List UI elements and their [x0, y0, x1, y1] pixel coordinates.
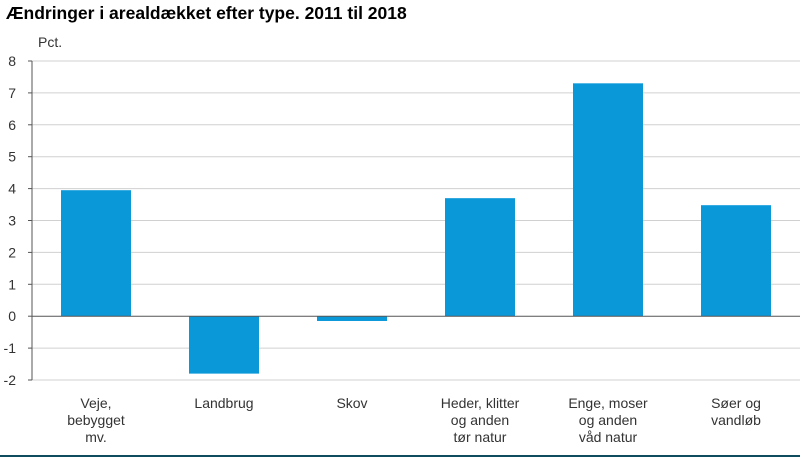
- y-tick-label: 2: [8, 244, 16, 260]
- y-tick-label: 0: [8, 308, 16, 324]
- y-tick-label: 8: [8, 53, 16, 69]
- axes: [0, 60, 800, 457]
- y-tick-label: 1: [8, 276, 16, 292]
- y-axis-unit-label: Pct.: [38, 34, 62, 50]
- chart-title: Ændringer i arealdækket efter type. 2011…: [6, 3, 407, 23]
- bars: [61, 83, 771, 374]
- gridlines: [32, 60, 800, 381]
- y-tick-label: -2: [4, 372, 17, 388]
- x-category-labels: Veje, bebygget mv. Landbrug Skov Heder, klitt…: [67, 395, 761, 445]
- y-tick-label: 6: [8, 117, 16, 133]
- y-tick-label: 3: [8, 213, 16, 229]
- y-tick-labels: -2 -1 0 1 2 3 4 5 6 7 8: [4, 53, 17, 388]
- bar: [317, 316, 387, 321]
- x-category-label: Veje, bebygget mv.: [67, 395, 125, 445]
- x-category-label: Skov: [336, 395, 367, 411]
- x-category-label: Heder, klitter og anden tør natur: [441, 395, 520, 445]
- bar: [445, 198, 515, 317]
- x-category-label: Søer og vandløb: [711, 395, 761, 428]
- bar: [573, 83, 643, 317]
- y-tick-label: 7: [8, 85, 16, 101]
- x-category-label: Landbrug: [194, 395, 253, 411]
- x-category-label: Enge, moser og anden våd natur: [568, 395, 648, 445]
- y-tick-label: 4: [8, 181, 16, 197]
- bar: [189, 316, 259, 374]
- y-tick-label: 5: [8, 149, 16, 165]
- y-tick-label: -1: [4, 340, 17, 356]
- bar: [61, 190, 131, 317]
- bar: [701, 205, 771, 317]
